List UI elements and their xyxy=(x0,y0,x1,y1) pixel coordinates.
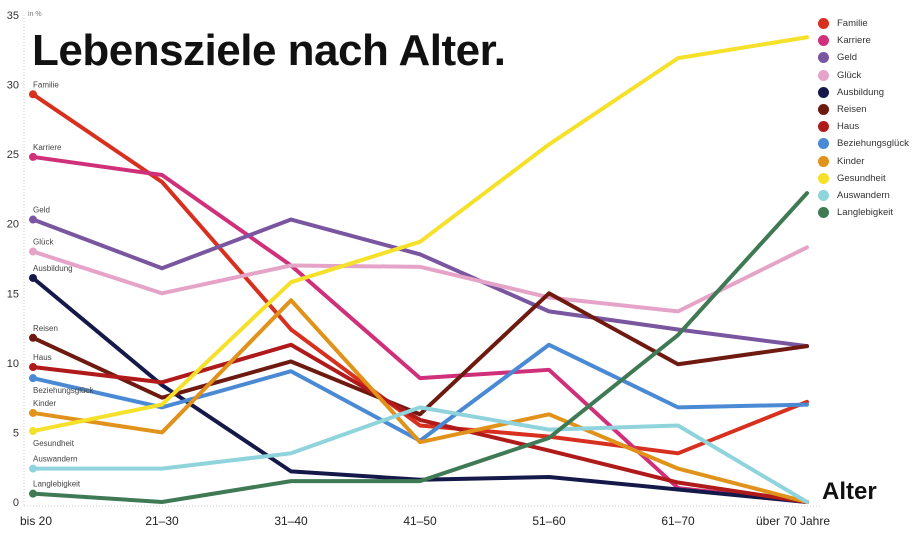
legend-dot-icon xyxy=(818,35,829,47)
series-line-haus xyxy=(31,342,809,504)
series-line-auswandern xyxy=(31,405,809,504)
legend-item: Karriere xyxy=(818,32,909,49)
legend-dot-icon xyxy=(818,172,829,184)
series-label: Langlebigkeit xyxy=(33,480,81,489)
legend-label: Ausbildung xyxy=(837,86,885,98)
legend-item: Auswandern xyxy=(818,187,909,204)
legend-dot-icon xyxy=(818,18,829,30)
series-label: Beziehungsglück xyxy=(33,386,94,395)
data-point xyxy=(29,152,37,161)
series-label: Gesundheit xyxy=(33,439,75,448)
legend-dot-icon xyxy=(818,69,829,81)
x-tick-label: 61–70 xyxy=(661,514,695,528)
legend-label: Familie xyxy=(837,18,868,30)
legend-item: Langlebigkeit xyxy=(818,204,909,221)
x-tick-label: 31–40 xyxy=(274,514,308,528)
x-tick-label: 51–60 xyxy=(532,514,566,528)
y-tick-label: 35 xyxy=(7,10,19,22)
legend-dot-icon xyxy=(818,121,829,133)
x-axis-label: Alter xyxy=(822,478,877,505)
series-label: Familie xyxy=(33,80,59,89)
y-tick-label: 30 xyxy=(7,80,19,92)
legend-label: Kinder xyxy=(837,155,865,167)
legend-dot-icon xyxy=(818,207,829,219)
legend-label: Auswandern xyxy=(837,189,890,201)
legend-label: Gesundheit xyxy=(837,172,886,184)
legend-dot-icon xyxy=(818,104,829,116)
series-line-familie xyxy=(31,92,809,456)
series-label: Haus xyxy=(33,353,52,362)
x-tick-label: 21–30 xyxy=(145,514,179,528)
y-tick-label: 10 xyxy=(7,358,19,370)
y-tick-label: 5 xyxy=(13,427,19,439)
legend-item: Geld xyxy=(818,49,909,66)
legend-dot-icon xyxy=(818,155,829,167)
data-point xyxy=(29,333,37,342)
legend: Familie Karriere Geld Glück Ausbildung Reisen… xyxy=(818,15,909,221)
legend-dot-icon xyxy=(818,52,829,64)
data-point xyxy=(29,489,37,498)
legend-dot-icon xyxy=(818,86,829,98)
series-line-glück xyxy=(31,245,809,314)
series-label: Reisen xyxy=(33,324,58,333)
legend-label: Karriere xyxy=(837,35,871,47)
legend-dot-icon xyxy=(818,138,829,150)
data-point xyxy=(29,464,37,473)
series-label: Geld xyxy=(33,206,50,215)
x-tick-label: über 70 Jahre xyxy=(756,514,830,528)
series-line-langlebigkeit xyxy=(31,191,809,504)
y-tick-label: 25 xyxy=(7,149,19,161)
legend-item: Glück xyxy=(818,67,909,84)
legend-item: Familie xyxy=(818,15,909,32)
x-tick-label: 41–50 xyxy=(403,514,437,528)
legend-label: Haus xyxy=(837,121,860,133)
data-point xyxy=(29,374,37,383)
series-line-gesundheit xyxy=(31,35,809,434)
legend-label: Langlebigkeit xyxy=(837,207,893,219)
legend-item: Beziehungsglück xyxy=(818,135,909,152)
legend-item: Kinder xyxy=(818,153,909,170)
legend-label: Glück xyxy=(837,69,862,81)
series-label: Kinder xyxy=(33,399,56,408)
legend-item: Ausbildung xyxy=(818,84,909,101)
y-tick-label: 15 xyxy=(7,288,19,300)
data-point xyxy=(29,273,37,282)
legend-label: Reisen xyxy=(837,104,867,116)
legend-label: Beziehungsglück xyxy=(837,138,909,150)
series-label: Glück xyxy=(33,238,54,247)
data-point xyxy=(29,427,37,436)
data-point xyxy=(29,247,37,256)
legend-item: Haus xyxy=(818,118,909,135)
series-line-geld xyxy=(31,217,809,349)
legend-item: Gesundheit xyxy=(818,170,909,187)
series-label: Auswandern xyxy=(33,455,77,464)
series-line-reisen xyxy=(31,291,809,417)
legend-label: Geld xyxy=(837,52,858,64)
y-tick-label: 20 xyxy=(7,219,19,231)
y-tick-label: 0 xyxy=(13,497,19,509)
data-point xyxy=(29,363,37,372)
series-line-kinder xyxy=(31,298,809,504)
series-label: Karriere xyxy=(33,143,62,152)
legend-item: Reisen xyxy=(818,101,909,118)
legend-dot-icon xyxy=(818,189,829,201)
data-point xyxy=(29,215,37,224)
data-point xyxy=(29,408,37,417)
y-unit-label: in % xyxy=(28,11,42,18)
series-label: Ausbildung xyxy=(33,264,73,273)
chart-title: Lebensziele nach Alter. xyxy=(32,26,506,75)
x-tick-label: bis 20 xyxy=(20,514,52,528)
data-point xyxy=(29,90,37,99)
